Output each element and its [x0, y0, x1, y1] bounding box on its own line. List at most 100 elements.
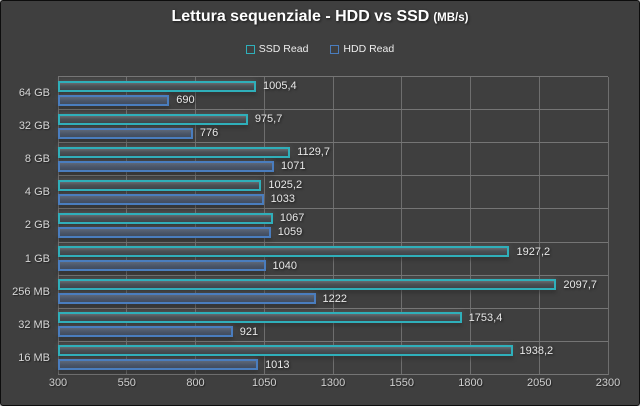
- ssd-bar-value: 1129,7: [297, 146, 330, 159]
- category-label: 8 GB: [24, 153, 50, 166]
- category-label: 2 GB: [24, 219, 50, 232]
- x-axis-tick: 1300: [320, 377, 346, 389]
- x-axis-tick: 1050: [252, 377, 277, 389]
- category-label: 16 MB: [18, 351, 50, 364]
- ssd-bar[interactable]: [58, 113, 248, 125]
- chart-title-unit: (MB/s): [433, 12, 469, 24]
- ssd-bar-value: 1938,2: [519, 344, 554, 357]
- ssd-bar-line: 1753,4: [58, 311, 608, 324]
- gridline: [401, 77, 403, 375]
- hdd-legend-marker-icon: [330, 44, 340, 54]
- x-axis-tick: 550: [117, 377, 136, 389]
- hdd-bar-line: 921: [58, 325, 608, 338]
- hdd-bar-value: 776: [199, 127, 219, 140]
- x-axis: 300 550 800 1050 1300 1550 1800 2050 2300: [49, 377, 620, 393]
- legend-item-ssd[interactable]: SSD Read: [245, 43, 309, 55]
- hdd-bar-line: 1059: [58, 226, 608, 239]
- hdd-bar[interactable]: [58, 293, 316, 305]
- ssd-bar-value: 975,7: [254, 113, 283, 126]
- chart-row: 256 MB 2097,7 1222: [12, 276, 608, 309]
- chart-row: 32 MB 1753,4 921: [18, 309, 608, 342]
- hdd-bar-value: 1222: [322, 292, 348, 305]
- gridline: [195, 77, 196, 375]
- hdd-bar[interactable]: [58, 193, 264, 205]
- category-label: 4 GB: [24, 186, 50, 199]
- x-axis-tick: 1550: [389, 377, 414, 389]
- ssd-bar[interactable]: [58, 80, 256, 92]
- hdd-bar-value: 1059: [277, 226, 303, 239]
- hdd-bar-value: 1013: [265, 358, 290, 371]
- ssd-bar-line: 1067: [58, 212, 608, 225]
- hdd-bar-value: 921: [239, 325, 259, 338]
- hdd-bar[interactable]: [58, 94, 170, 106]
- chart-row: 64 GB 1005,4 690: [19, 77, 608, 111]
- chart-row: 8 GB 1129,7 1071: [25, 143, 608, 177]
- hdd-bar[interactable]: [58, 127, 193, 139]
- ssd-bar[interactable]: [58, 345, 513, 357]
- x-axis-tick: 300: [48, 377, 68, 389]
- chart-rows: 64 GB 1005,4 690 32 GB 975,7 776 8 GB 1129,7 107…: [12, 77, 608, 375]
- hdd-bar[interactable]: [58, 326, 233, 338]
- hdd-bar-line: 1040: [58, 259, 608, 272]
- gridline: [126, 77, 128, 375]
- ssd-bar-line: 2097,7: [58, 278, 608, 291]
- hdd-bar-value: 1033: [270, 193, 296, 206]
- category-label: 256 MB: [12, 285, 50, 298]
- chart-row: 16 MB 1938,2 1013: [18, 342, 608, 375]
- hdd-bar-line: 1071: [58, 160, 608, 173]
- ssd-bar[interactable]: [58, 246, 510, 258]
- ssd-bar-line: 1129,7: [58, 146, 608, 159]
- ssd-bar-line: 1025,2: [58, 179, 608, 192]
- ssd-bar[interactable]: [58, 279, 557, 291]
- gridline: [263, 77, 265, 375]
- ssd-bar[interactable]: [58, 146, 291, 158]
- ssd-bar-value: 1753,4: [468, 311, 503, 324]
- gridline: [332, 77, 334, 375]
- x-axis-tick: 2300: [595, 377, 621, 389]
- chart-row: 2 GB 1067 1059: [25, 209, 608, 243]
- ssd-legend-marker-icon: [245, 44, 255, 54]
- ssd-bar-value: 1005,4: [262, 80, 297, 93]
- category-label: 64 GB: [18, 87, 50, 100]
- gridline: [607, 77, 609, 375]
- hdd-bar-line: 1033: [58, 193, 608, 206]
- hdd-bar[interactable]: [58, 160, 275, 172]
- chart-row: 4 GB 1025,2 1033: [25, 176, 608, 210]
- ssd-bar-line: 1938,2: [58, 344, 608, 357]
- ssd-bar-value: 2097,7: [563, 278, 598, 291]
- ssd-bar-value: 1025,2: [268, 179, 303, 192]
- legend-label: HDD Read: [343, 43, 395, 55]
- hdd-bar[interactable]: [58, 260, 266, 272]
- gridlines: [57, 77, 609, 375]
- hdd-bar-value: 690: [176, 94, 195, 107]
- chart-row: 32 GB 975,7 776: [19, 110, 608, 144]
- chart-row: 1 GB 1927,2 1040: [25, 243, 608, 276]
- category-label: 1 GB: [24, 252, 50, 265]
- x-axis-tick: 800: [186, 377, 205, 389]
- gridline: [470, 77, 471, 375]
- hdd-bar-value: 1040: [272, 259, 297, 272]
- legend-item-hdd[interactable]: HDD Read: [330, 43, 394, 55]
- ssd-bar[interactable]: [58, 179, 262, 191]
- chart-title: Lettura sequenziale - HDD vs SSD (MB/s): [1, 8, 639, 26]
- gridline: [538, 77, 540, 375]
- ssd-bar-line: 1927,2: [58, 246, 608, 258]
- category-label: 32 MB: [18, 318, 50, 331]
- plot-area: 64 GB 1005,4 690 32 GB 975,7 776 8 GB 1129,7 107…: [12, 76, 609, 375]
- chart-legend: SSD Read HDD Read: [1, 43, 639, 55]
- ssd-bar[interactable]: [58, 312, 462, 324]
- ssd-bar-value: 1067: [279, 212, 305, 225]
- chart-title-main: Lettura sequenziale - HDD vs SSD: [171, 8, 430, 25]
- category-label: 32 GB: [18, 120, 50, 133]
- hdd-bar-line: 690: [58, 94, 608, 107]
- hdd-bar-value: 1071: [281, 160, 306, 173]
- ssd-bar[interactable]: [58, 212, 273, 224]
- hdd-bar-line: 1013: [58, 358, 608, 371]
- gridline: [57, 77, 59, 375]
- ssd-bar-line: 1005,4: [58, 80, 608, 93]
- legend-label: SSD Read: [258, 43, 309, 55]
- hdd-bar[interactable]: [58, 359, 259, 371]
- ssd-bar-line: 975,7: [58, 113, 608, 126]
- hdd-bar[interactable]: [58, 226, 271, 238]
